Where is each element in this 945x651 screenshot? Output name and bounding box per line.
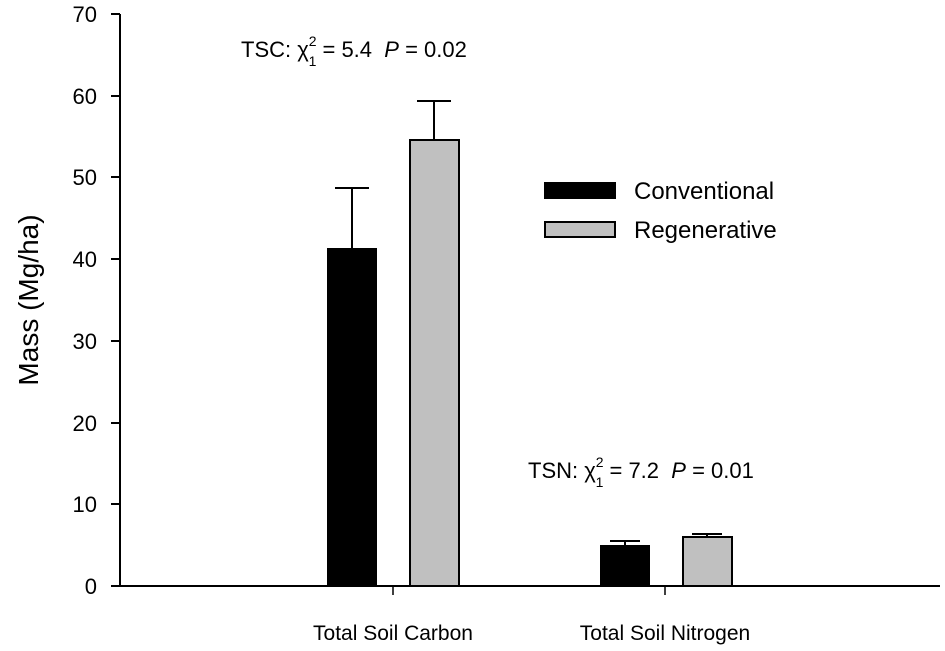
legend-label-conventional: Conventional [634, 178, 774, 205]
legend-label-regenerative: Regenerative [634, 217, 777, 244]
y-ticks [111, 13, 120, 587]
svg-text:60: 60 [73, 84, 97, 109]
bar-group-carbon [327, 100, 460, 587]
svg-text:30: 30 [73, 329, 97, 354]
bar-regenerative-nitrogen [682, 536, 733, 587]
tsn-annotation: TSN: χ2 1 = 7.2 P = 0.01 [528, 454, 754, 490]
y-axis-label: Mass (Mg/ha) [13, 214, 44, 385]
svg-text:Total Soil Nitrogen: Total Soil Nitrogen [580, 622, 750, 645]
bar-conventional-carbon [327, 248, 377, 586]
svg-text:0: 0 [85, 574, 97, 599]
svg-text:Total Soil Carbon: Total Soil Carbon [313, 622, 473, 645]
svg-text:70: 70 [73, 2, 97, 27]
legend: Conventional Regenerative [544, 178, 777, 244]
y-tick-labels: 0 10 20 30 40 50 60 70 [73, 2, 97, 599]
svg-text:40: 40 [73, 247, 97, 272]
x-ticks [392, 586, 666, 595]
svg-text:50: 50 [73, 165, 97, 190]
bar-conventional-nitrogen [600, 545, 650, 586]
bar-group-nitrogen [600, 533, 733, 587]
bar-regenerative-carbon [409, 139, 460, 587]
svg-text:20: 20 [73, 411, 97, 436]
svg-text:10: 10 [73, 492, 97, 517]
tsc-annotation: TSC: χ2 1 = 5.4 P = 0.02 [241, 33, 467, 69]
legend-swatch-regenerative [544, 221, 616, 238]
legend-swatch-conventional [544, 182, 616, 199]
x-tick-labels: Total Soil Carbon Total Soil Nitrogen [313, 622, 750, 645]
